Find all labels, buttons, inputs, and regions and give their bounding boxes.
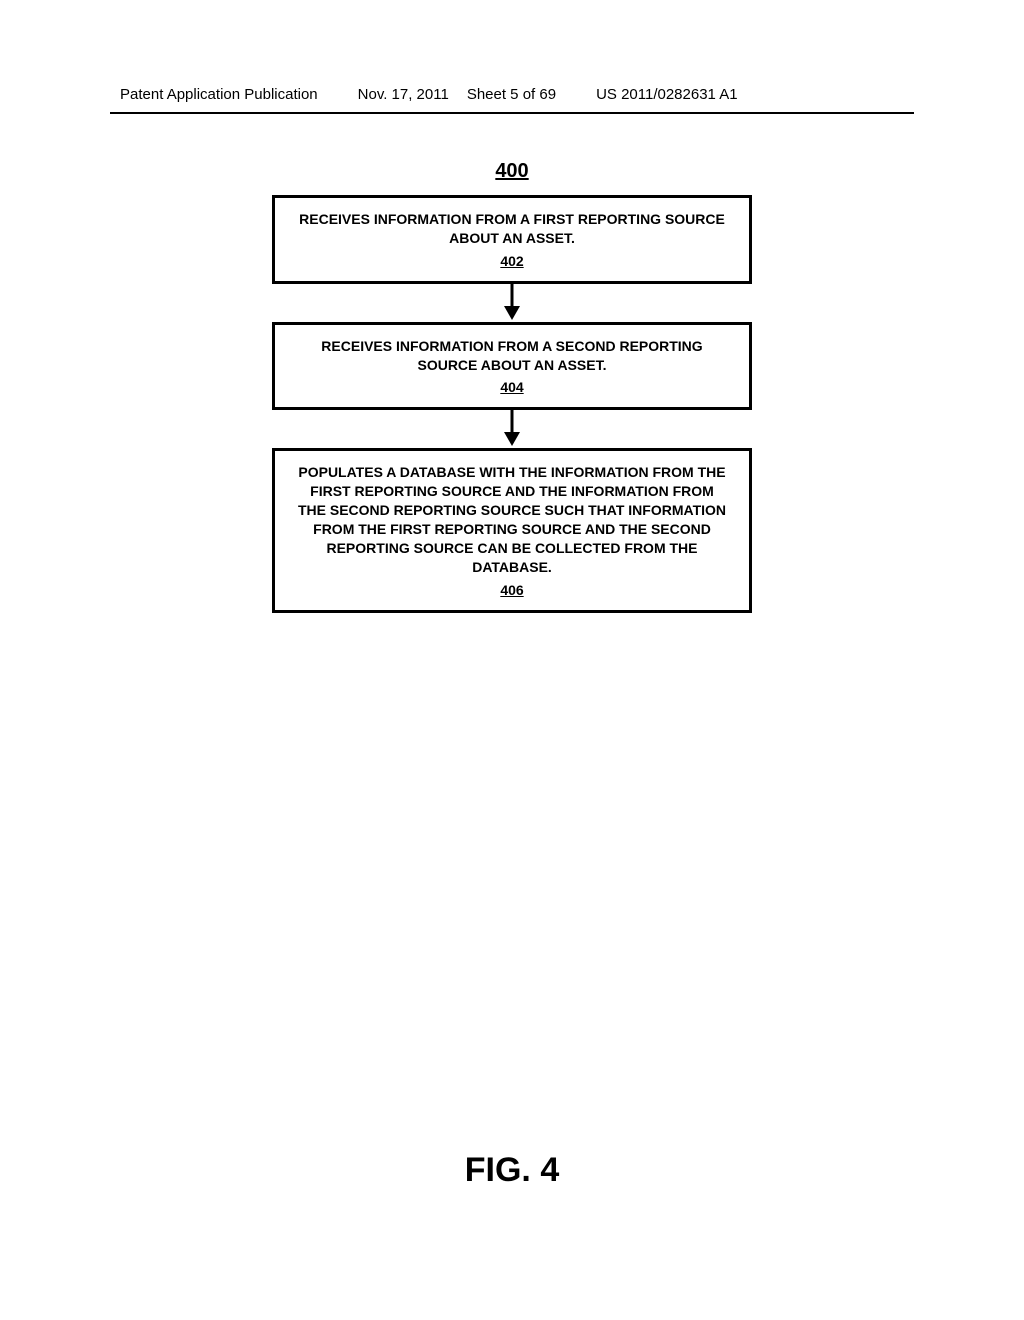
page-header: Patent Application Publication Nov. 17, …	[120, 86, 904, 103]
figure-container: 400 RECEIVES INFORMATION FROM A FIRST RE…	[0, 160, 1024, 613]
arrow-down-icon	[502, 284, 522, 322]
flow-arrow	[502, 410, 522, 448]
arrow-down-icon	[502, 410, 522, 448]
flow-step-text: POPULATES A DATABASE WITH THE INFORMATIO…	[298, 464, 726, 574]
header-rule	[110, 112, 914, 114]
patent-page: Patent Application Publication Nov. 17, …	[0, 0, 1024, 1320]
flow-step-402: RECEIVES INFORMATION FROM A FIRST REPORT…	[272, 195, 752, 284]
header-publication-type: Patent Application Publication	[120, 86, 318, 103]
figure-caption: FIG. 4	[0, 1151, 1024, 1190]
figure-number: 400	[495, 160, 528, 183]
flow-step-number: 402	[295, 252, 729, 271]
header-sheet-number: Sheet 5 of 69	[467, 86, 556, 103]
flow-step-406: POPULATES A DATABASE WITH THE INFORMATIO…	[272, 448, 752, 612]
flow-step-number: 404	[295, 378, 729, 397]
header-date: Nov. 17, 2011	[358, 86, 449, 103]
flow-step-text: RECEIVES INFORMATION FROM A SECOND REPOR…	[321, 338, 702, 373]
flow-step-404: RECEIVES INFORMATION FROM A SECOND REPOR…	[272, 322, 752, 411]
flow-step-number: 406	[295, 581, 729, 600]
flowchart: RECEIVES INFORMATION FROM A FIRST REPORT…	[272, 195, 752, 613]
header-publication-number: US 2011/0282631 A1	[596, 86, 738, 103]
flow-arrow	[502, 284, 522, 322]
flow-step-text: RECEIVES INFORMATION FROM A FIRST REPORT…	[299, 211, 725, 246]
